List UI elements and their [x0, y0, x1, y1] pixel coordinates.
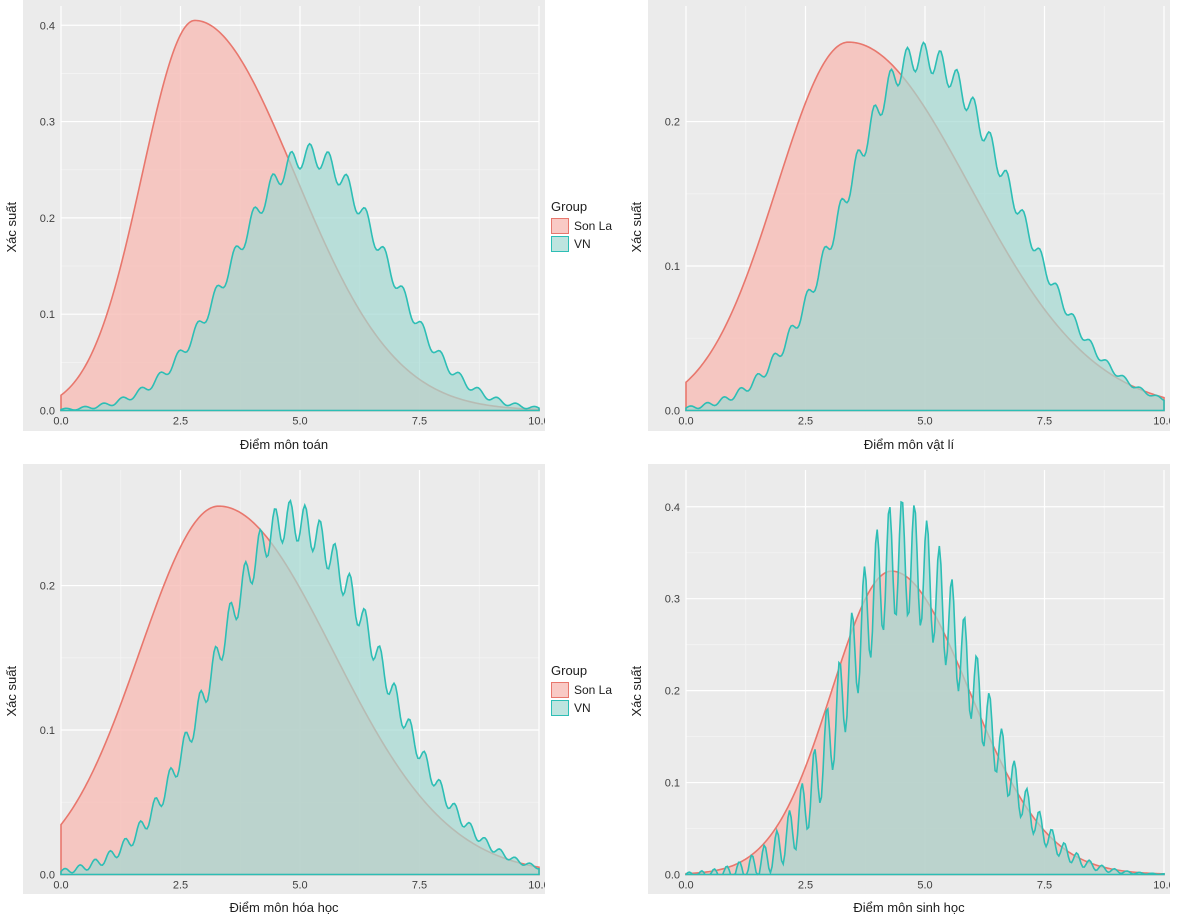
svg-text:5.0: 5.0: [917, 416, 932, 428]
legend-title: Group: [551, 199, 587, 214]
svg-text:0.3: 0.3: [665, 593, 680, 605]
svg-text:10.0: 10.0: [528, 879, 545, 891]
legend-item-sonla: Son La: [551, 218, 612, 234]
svg-text:0.0: 0.0: [40, 406, 55, 418]
svg-text:0.1: 0.1: [40, 309, 55, 321]
svg-text:0.0: 0.0: [40, 869, 55, 881]
svg-text:2.5: 2.5: [798, 416, 813, 428]
svg-text:0.0: 0.0: [665, 406, 680, 418]
spacer-r1: [1170, 0, 1200, 454]
ylabel-hoahoc: Xác suất: [0, 464, 23, 917]
svg-text:7.5: 7.5: [412, 879, 427, 891]
plot-area-vatli: 0.0 2.5 5.0 7.5 10.0 0.0 0.1 0.2: [648, 0, 1170, 431]
svg-text:0.4: 0.4: [665, 501, 680, 513]
chart-svg-sinhhoc: 0.0 2.5 5.0 7.5 10.0 0.0 0.1 0.2 0.3 0.4: [648, 464, 1170, 895]
xlabel-toan: Điểm môn toán: [23, 431, 545, 454]
legend-swatch-sonla-2: [551, 682, 569, 698]
svg-text:7.5: 7.5: [1037, 416, 1052, 428]
panel-toan: Xác suất 0.0 2.5 5.0 7.5 10.0 0.0 0.1 0.2 0.3 0.4…: [0, 0, 545, 454]
chart-svg-toan: 0.0 2.5 5.0 7.5 10.0 0.0 0.1 0.2 0.3 0.4: [23, 0, 545, 431]
ylabel-toan: Xác suất: [0, 0, 23, 454]
svg-text:2.5: 2.5: [173, 879, 188, 891]
svg-text:2.5: 2.5: [798, 879, 813, 891]
xlabel-sinhhoc: Điểm môn sinh học: [648, 894, 1170, 917]
svg-text:0.0: 0.0: [678, 416, 693, 428]
legend-row1: Group Son La VN: [545, 0, 625, 454]
svg-text:0.2: 0.2: [40, 580, 55, 592]
panel-vatli: Xác suất 0.0 2.5 5.0 7.5 10.0 0.0 0.1 0.2 Điểm …: [625, 0, 1170, 454]
panel-sinhhoc: Xác suất 0.0 2.5 5.0 7.5 10.0 0.0 0.1 0.2 0.3 0.4…: [625, 464, 1170, 917]
svg-text:0.2: 0.2: [40, 213, 55, 225]
svg-text:0.1: 0.1: [665, 261, 680, 273]
legend-label-vn-2: VN: [574, 701, 591, 715]
svg-text:0.3: 0.3: [40, 117, 55, 129]
svg-text:0.1: 0.1: [665, 777, 680, 789]
svg-text:10.0: 10.0: [1153, 416, 1170, 428]
chart-svg-hoahoc: 0.0 2.5 5.0 7.5 10.0 0.0 0.1 0.2: [23, 464, 545, 895]
svg-text:5.0: 5.0: [292, 416, 307, 428]
svg-text:0.2: 0.2: [665, 117, 680, 129]
ylabel-vatli: Xác suất: [625, 0, 648, 454]
svg-text:0.2: 0.2: [665, 685, 680, 697]
legend-item-vn-2: VN: [551, 700, 591, 716]
svg-text:10.0: 10.0: [1153, 879, 1170, 891]
svg-text:5.0: 5.0: [292, 879, 307, 891]
plot-area-sinhhoc: 0.0 2.5 5.0 7.5 10.0 0.0 0.1 0.2 0.3 0.4: [648, 464, 1170, 895]
svg-text:0.0: 0.0: [665, 869, 680, 881]
legend-title-2: Group: [551, 663, 587, 678]
spacer-r2: [1170, 464, 1200, 917]
xlabel-hoahoc: Điểm môn hóa học: [23, 894, 545, 917]
svg-text:0.0: 0.0: [53, 416, 68, 428]
chart-svg-vatli: 0.0 2.5 5.0 7.5 10.0 0.0 0.1 0.2: [648, 0, 1170, 431]
svg-text:0.4: 0.4: [40, 20, 55, 32]
legend-label-sonla-2: Son La: [574, 683, 612, 697]
svg-text:5.0: 5.0: [917, 879, 932, 891]
legend-label-vn: VN: [574, 237, 591, 251]
svg-text:7.5: 7.5: [412, 416, 427, 428]
legend-label-sonla: Son La: [574, 219, 612, 233]
ylabel-sinhhoc: Xác suất: [625, 464, 648, 917]
svg-text:7.5: 7.5: [1037, 879, 1052, 891]
legend-row2: Group Son La VN: [545, 464, 625, 917]
panel-hoahoc: Xác suất 0.0 2.5 5.0 7.5 10.0 0.0 0.1 0.2 Điểm …: [0, 464, 545, 917]
chart-grid: Xác suất 0.0 2.5 5.0 7.5 10.0 0.0 0.1 0.2 0.3 0.4…: [0, 0, 1200, 917]
legend-swatch-vn-2: [551, 700, 569, 716]
plot-area-hoahoc: 0.0 2.5 5.0 7.5 10.0 0.0 0.1 0.2: [23, 464, 545, 895]
svg-text:10.0: 10.0: [528, 416, 545, 428]
plot-area-toan: 0.0 2.5 5.0 7.5 10.0 0.0 0.1 0.2 0.3 0.4: [23, 0, 545, 431]
svg-text:2.5: 2.5: [173, 416, 188, 428]
legend-swatch-sonla: [551, 218, 569, 234]
svg-text:0.0: 0.0: [53, 879, 68, 891]
legend-item-vn: VN: [551, 236, 591, 252]
legend-item-sonla-2: Son La: [551, 682, 612, 698]
xlabel-vatli: Điểm môn vật lí: [648, 431, 1170, 454]
svg-text:0.0: 0.0: [678, 879, 693, 891]
legend-swatch-vn: [551, 236, 569, 252]
svg-text:0.1: 0.1: [40, 725, 55, 737]
